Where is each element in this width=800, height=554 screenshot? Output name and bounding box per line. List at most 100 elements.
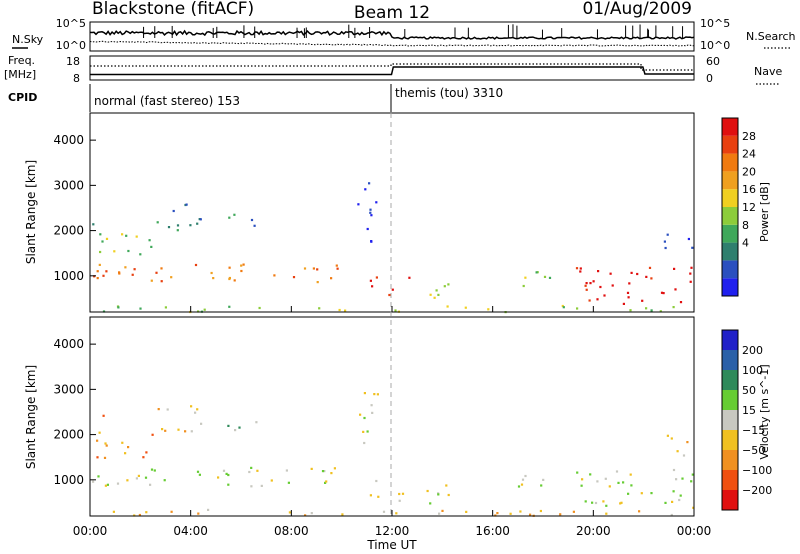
heatmap-cell — [138, 513, 141, 517]
heatmap-cell — [648, 266, 652, 269]
heatmap-cell — [176, 229, 179, 232]
heatmap-cell — [363, 416, 366, 420]
heatmap-cell — [258, 306, 261, 310]
heatmap-cell — [104, 484, 107, 487]
heatmap-cell — [96, 439, 99, 442]
heatmap-cell — [102, 274, 105, 277]
heatmap-cell — [535, 271, 538, 274]
heatmap-cell — [394, 309, 397, 312]
heatmap-cell — [435, 289, 438, 292]
freq-tick-high: 18 — [66, 55, 80, 68]
y-tick-label: 1000 — [53, 473, 84, 487]
heatmap-cell — [316, 281, 319, 284]
colorbar-segment — [722, 260, 738, 279]
heatmap-cell — [576, 307, 579, 310]
heatmap-cell — [629, 473, 632, 476]
heatmap-cell — [602, 500, 605, 503]
heatmap-cell — [605, 512, 608, 515]
heatmap-cell — [357, 203, 360, 206]
colorbar-segment — [722, 278, 738, 296]
heatmap-cell — [433, 296, 436, 299]
heatmap-cell — [446, 305, 449, 308]
heatmap-cell — [617, 481, 620, 484]
heatmap-cell — [118, 272, 121, 275]
freq-unit: [MHz] — [4, 68, 36, 81]
heatmap-cell — [676, 450, 679, 453]
heatmap-cell — [240, 269, 243, 273]
heatmap-cell — [288, 511, 291, 514]
heatmap-cell — [121, 233, 124, 236]
heatmap-cell — [200, 422, 203, 425]
heatmap-cell — [228, 305, 231, 308]
heatmap-cell — [670, 437, 673, 440]
heatmap-cell — [150, 245, 153, 248]
x-tick-label: 00:00 — [73, 524, 108, 538]
top-left-tick-low: 10^0 — [56, 39, 86, 52]
heatmap-cell — [148, 239, 151, 242]
heatmap-cell — [363, 392, 366, 395]
heatmap-cell — [212, 277, 215, 280]
heatmap-cell — [177, 428, 180, 431]
heatmap-cell — [524, 474, 527, 478]
colorbar-label: 20 — [742, 165, 756, 178]
heatmap-cell — [591, 501, 594, 504]
heatmap-cell — [559, 513, 562, 516]
heatmap-cell — [542, 478, 545, 481]
heatmap-cell — [645, 307, 648, 310]
heatmap-cell — [273, 274, 276, 277]
heatmap-cell — [690, 480, 693, 483]
heatmap-cell — [382, 510, 386, 513]
heatmap-cell — [496, 512, 499, 515]
heatmap-cell — [127, 249, 130, 253]
heatmap-cell — [333, 467, 336, 470]
heatmap-cell — [121, 441, 124, 444]
heatmap-cell — [581, 478, 584, 481]
colorbar-segment — [722, 153, 738, 172]
x-tick-label: 16:00 — [475, 524, 510, 538]
heatmap-cell — [438, 512, 441, 515]
heatmap-cell — [126, 479, 129, 482]
colorbar-label: 4 — [742, 237, 749, 250]
heatmap-cell — [672, 468, 676, 472]
freq-label: Freq. — [8, 54, 35, 67]
heatmap-cell — [234, 429, 237, 432]
colorbar-label: −100 — [742, 464, 772, 477]
heatmap-cell — [145, 451, 148, 454]
power-panel-frame — [89, 112, 695, 313]
cpid-segment-2: themis (tou) 3310 — [395, 86, 503, 100]
nave-tick-high: 60 — [706, 55, 720, 68]
heatmap-cell — [336, 267, 339, 270]
heatmap-cell — [663, 240, 666, 243]
heatmap-cell — [176, 224, 180, 227]
heatmap-cell — [686, 441, 689, 444]
heatmap-cell — [604, 477, 607, 480]
power-heatmap — [92, 182, 694, 314]
heatmap-cell — [160, 267, 163, 270]
heatmap-cell — [316, 268, 319, 271]
heatmap-cell — [426, 489, 429, 493]
heatmap-cell — [170, 510, 173, 513]
heatmap-cell — [373, 393, 376, 396]
colorbar-segment — [722, 242, 738, 261]
heatmap-cell — [572, 510, 575, 513]
heatmap-cell — [650, 492, 653, 495]
heatmap-cell — [135, 477, 138, 480]
colorbar-label: 28 — [742, 130, 756, 143]
heatmap-cell — [370, 214, 373, 217]
heatmap-cell — [641, 299, 644, 302]
heatmap-cell — [362, 430, 365, 433]
heatmap-cell — [596, 298, 599, 301]
heatmap-cell — [447, 493, 450, 497]
heatmap-cell — [344, 309, 347, 312]
power-y-axis: 1000 2000 3000 4000 — [53, 133, 96, 283]
top-right-tick-low: 10^0 — [700, 39, 730, 52]
heatmap-cell — [447, 283, 450, 286]
heatmap-cell — [312, 267, 315, 270]
heatmap-cell — [137, 474, 140, 477]
heatmap-cell — [679, 494, 682, 497]
heatmap-cell — [597, 270, 600, 273]
heatmap-cell — [325, 480, 328, 483]
heatmap-cell — [562, 306, 565, 309]
heatmap-cell — [256, 469, 259, 472]
heatmap-cell — [310, 512, 313, 515]
